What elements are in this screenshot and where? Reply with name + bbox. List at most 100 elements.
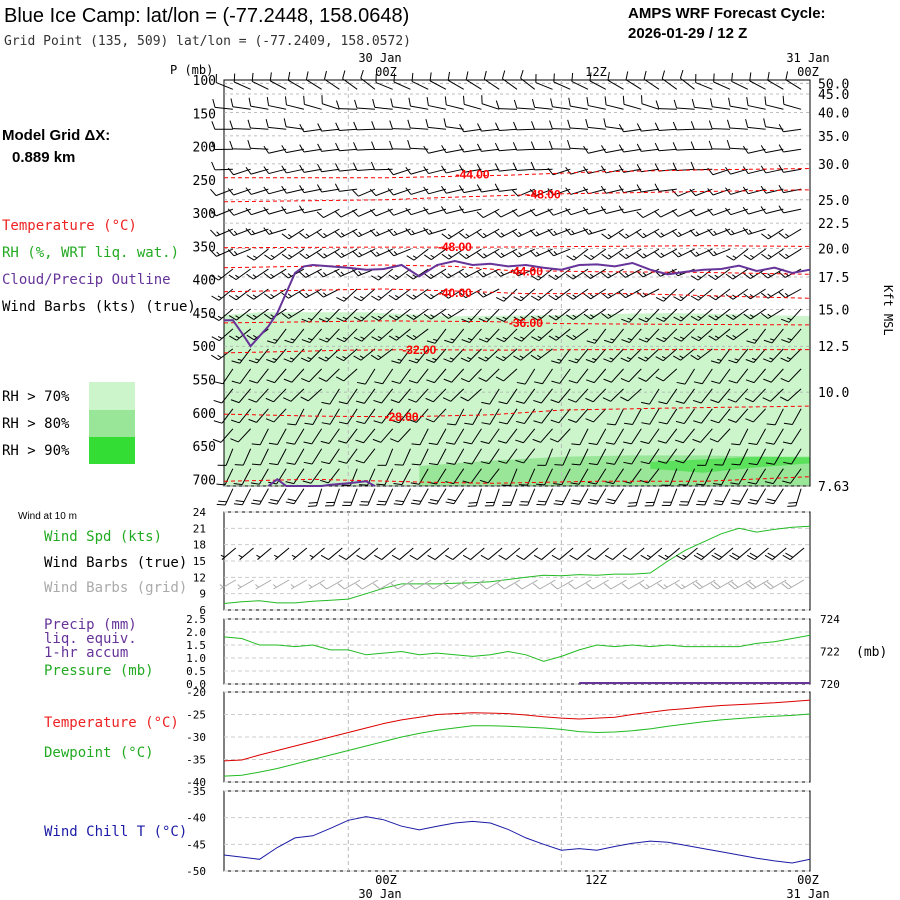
- wind-barb-17-4-staff: [294, 428, 305, 445]
- wind-barb-3-10: [389, 140, 411, 150]
- wind-barb-8-27: [689, 248, 713, 257]
- wind-barb-13-19-feather: [551, 360, 560, 364]
- wind-barb-17-11-feather: [411, 443, 421, 446]
- wind-barb-1-2-staff: [250, 105, 269, 110]
- wind-barb-14-0: [214, 368, 234, 385]
- wind-barb-2-14: [459, 124, 482, 133]
- true-barb-1-half-feather: [220, 554, 225, 558]
- wind-barb-8-21-half-feather: [590, 254, 595, 259]
- wind-barb-9-23-half-feather: [624, 272, 629, 277]
- wind-barb-12-9-half-feather: [377, 335, 382, 339]
- wind-barb-17-31-feather: [765, 442, 775, 445]
- wind-barb-16-25-feather: [658, 421, 668, 425]
- wind-barb-11-16-feather: [496, 317, 505, 322]
- wind-barb-10-1-feather: [228, 294, 237, 301]
- wind-barb-3-26: [672, 142, 695, 151]
- wind-barb-0-18: [535, 74, 553, 90]
- grid-barb-28-feather: [692, 583, 700, 590]
- wind-barb-19-1-feather: [233, 482, 243, 486]
- wind-barb-19-9: [376, 468, 394, 486]
- wind-barb-6-9-staff: [375, 208, 393, 217]
- grid-barb-12-staff: [415, 579, 432, 590]
- wind-barb-11-24-half-feather: [644, 317, 650, 320]
- wind-barb-2-12-feather: [425, 118, 429, 128]
- wind-barb-8-16-half-feather: [500, 252, 505, 257]
- wind-barb-20-19-staff: [561, 488, 571, 505]
- wind-barb-1-16-staff: [498, 108, 518, 110]
- wind-barb-16-19-staff: [558, 408, 571, 424]
- wind-barb-15-15-staff: [489, 388, 500, 405]
- wind-barb-12-25-half-feather: [662, 336, 667, 340]
- grid-barb-33-feather: [781, 583, 789, 590]
- wind-barb-14-11-staff: [416, 368, 429, 384]
- true-barb-33-feather: [782, 554, 791, 561]
- wind-barb-3-17: [512, 142, 535, 151]
- grid-barb-18: [515, 579, 538, 590]
- wind-barb-4-29-staff: [730, 168, 748, 175]
- wind-barb-19-28-feather: [713, 482, 722, 486]
- wind-barb-14-18-staff: [542, 368, 553, 385]
- wind-barb-13-1-feather: [231, 360, 240, 364]
- wind-barb-6-31-feather: [760, 206, 767, 214]
- wind-barb-9-20-staff: [572, 268, 589, 280]
- wind-barb-8-28-staff: [713, 248, 731, 257]
- wind-barb-9-13: [441, 268, 464, 279]
- wind-barb-11-22-feather: [601, 312, 609, 319]
- wind-barb-9-29-half-feather: [732, 274, 737, 278]
- wind-barb-11-3-feather: [263, 313, 272, 320]
- wind-barb-6-9: [369, 208, 393, 217]
- wind-barb-14-2-feather: [249, 380, 258, 384]
- wind-barb-8-30-staff: [750, 248, 766, 261]
- wind-barb-17-19: [549, 428, 571, 443]
- wind-barb-15-32-feather: [779, 396, 788, 402]
- wind-barb-15-19-feather: [550, 399, 559, 404]
- wind-barb-0-2: [251, 72, 269, 90]
- wind-barb-1-4-staff: [286, 104, 305, 110]
- wind-barb-5-25-feather: [654, 183, 660, 192]
- wind-barb-9-3-feather: [263, 272, 272, 279]
- wind-barb-7-5-half-feather: [305, 233, 310, 237]
- wind-barb-11-17: [513, 308, 536, 322]
- wind-barb-13-3-half-feather: [272, 357, 277, 361]
- wind-barb-11-16: [496, 308, 518, 322]
- wind10m-ytick-3: 15: [193, 555, 206, 568]
- wind-barb-1-23-feather: [622, 95, 625, 105]
- wind-barb-4-18: [530, 161, 553, 171]
- grid-barb-17-feather: [497, 583, 505, 590]
- wind-barb-5-17-feather: [511, 189, 519, 197]
- wind-barb-0-23-staff: [625, 79, 642, 90]
- wind-barb-8-23-feather: [618, 253, 627, 260]
- true-barb-19-feather: [533, 554, 542, 561]
- grid-dx-title: Model Grid ΔX:: [2, 127, 110, 144]
- grid-barb-29-feather: [713, 581, 721, 588]
- wind-barb-5-15: [476, 184, 500, 193]
- true-barb-11-feather: [391, 554, 400, 561]
- wind-barb-12-8: [353, 328, 376, 342]
- wind-barb-4-11-staff: [410, 168, 429, 175]
- wind-barb-1-18-staff: [534, 106, 553, 110]
- wind-barb-18-10-feather: [394, 464, 404, 466]
- wind-barb-16-23-feather: [624, 422, 633, 426]
- wind-barb-12-3-half-feather: [273, 338, 278, 341]
- true-barb-19-staff: [541, 547, 556, 560]
- wind-barb-3-14-staff: [463, 148, 482, 153]
- pressure-tick-650: 650: [193, 440, 216, 455]
- wind-barb-7-11-feather: [405, 228, 412, 236]
- true-barb-18-feather: [516, 554, 525, 561]
- true-barb-5-staff: [292, 547, 308, 560]
- temperature-contour-7: [223, 405, 811, 418]
- wind-barb-15-2: [248, 388, 269, 403]
- wind-barb-15-23-staff: [627, 388, 642, 402]
- wind-barb-16-2: [248, 408, 269, 423]
- grid-barb-12-feather: [408, 583, 416, 590]
- wind-barb-8-21: [583, 248, 607, 261]
- wind-barb-4-15: [476, 163, 500, 173]
- wind-barb-10-12-feather: [423, 293, 432, 300]
- wind-barb-20-24-staff: [652, 488, 660, 506]
- wind-barb-10-1-staff: [235, 288, 251, 301]
- wind-barb-11-26-half-feather: [679, 316, 685, 320]
- wind-chill-panel: -50-45-40-35: [186, 785, 811, 878]
- wind-barb-2-3-feather: [265, 118, 269, 128]
- wind-barb-14-30: [745, 368, 766, 384]
- wind-barb-17-13-feather: [445, 442, 455, 445]
